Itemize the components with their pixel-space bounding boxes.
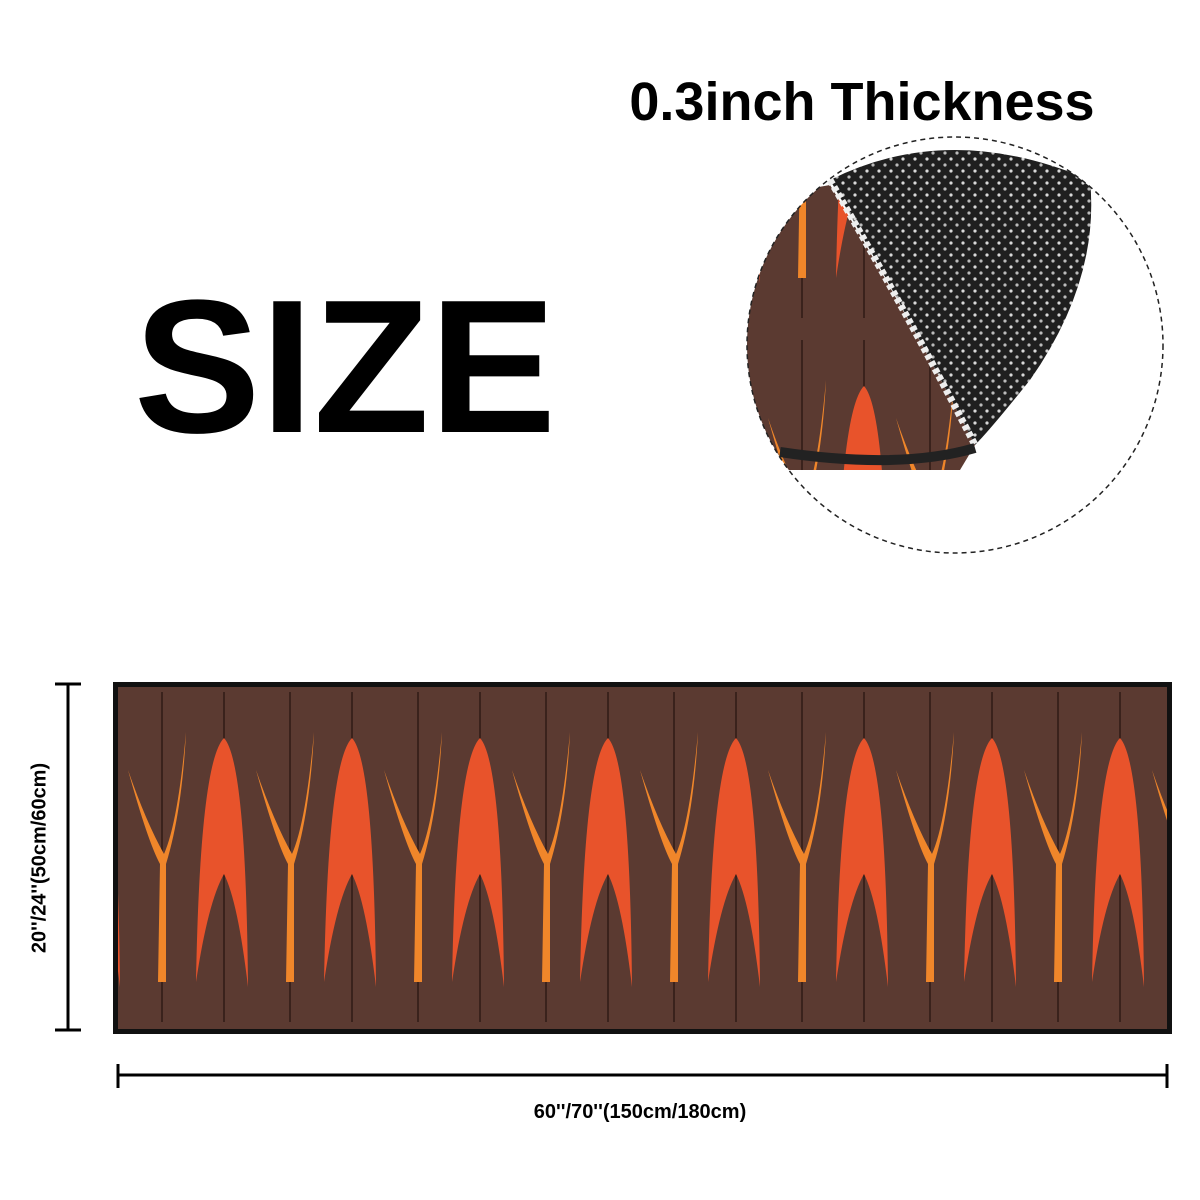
thickness-label: 0.3inch Thickness <box>629 72 1094 132</box>
thickness-detail <box>746 136 1164 554</box>
height-label: 20''/24''(50cm/60cm) <box>28 763 50 953</box>
width-dimension <box>116 1064 1169 1088</box>
width-label: 60''/70''(150cm/180cm) <box>534 1101 747 1123</box>
rug <box>113 682 1172 1034</box>
size-heading: SIZE <box>134 261 556 473</box>
height-dimension <box>55 682 81 1032</box>
